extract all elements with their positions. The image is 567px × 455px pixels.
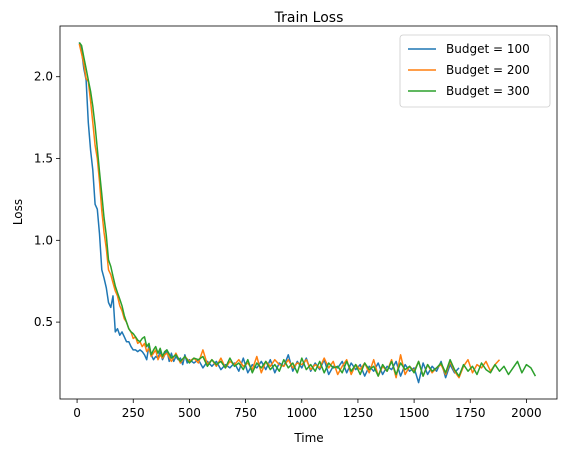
x-axis-label: Time — [293, 431, 323, 445]
legend-label-3: Budget = 300 — [446, 84, 530, 98]
legend-label-2: Budget = 200 — [446, 63, 530, 77]
y-axis: 0.5 1.0 1.5 2.0 — [34, 70, 60, 329]
y-tick-label: 2.0 — [34, 70, 53, 84]
chart-title: Train Loss — [274, 10, 344, 26]
x-tick-label: 1250 — [343, 406, 374, 420]
x-tick-label: 500 — [178, 406, 201, 420]
plot-frame — [59, 25, 558, 400]
x-tick-label: 1750 — [455, 406, 486, 420]
x-axis: 0 250 500 750 1000 1250 1500 1750 2000 — [73, 399, 542, 420]
y-tick-label: 1.0 — [34, 233, 53, 247]
y-axis-label: Loss — [11, 199, 25, 225]
x-tick-label: 0 — [73, 406, 81, 420]
legend-label-1: Budget = 100 — [446, 42, 530, 56]
x-tick-label: 250 — [122, 406, 145, 420]
x-tick-label: 2000 — [511, 406, 542, 420]
legend: Budget = 100 Budget = 200 Budget = 300 — [399, 34, 551, 108]
series-lines — [78, 41, 537, 384]
x-tick-label: 1500 — [399, 406, 430, 420]
series-line-3 — [78, 41, 537, 377]
y-tick-label: 0.5 — [34, 315, 53, 329]
legend-box — [399, 34, 551, 108]
x-tick-label: 1000 — [286, 406, 317, 420]
x-tick-label: 750 — [234, 406, 257, 420]
y-tick-label: 1.5 — [34, 152, 53, 166]
